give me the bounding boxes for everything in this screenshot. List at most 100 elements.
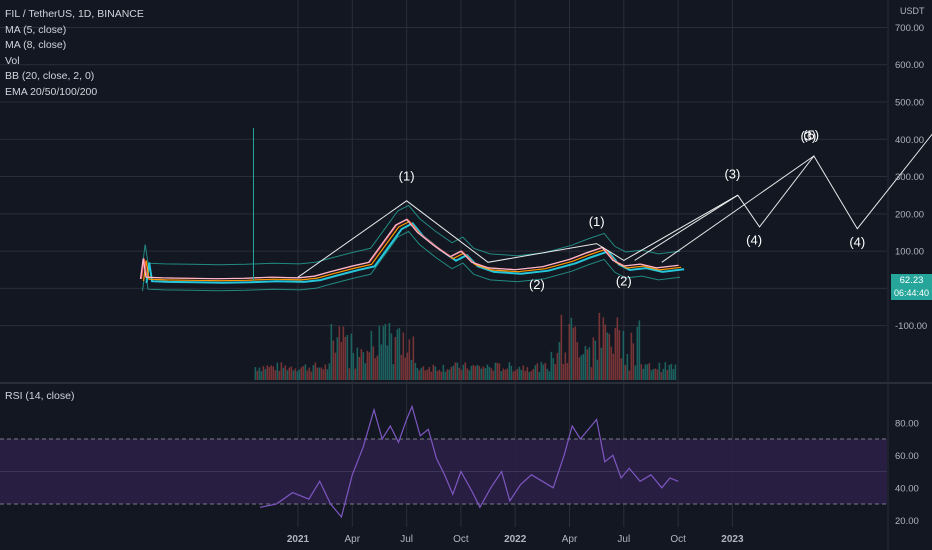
volume-bar xyxy=(416,368,419,380)
volume-bar xyxy=(348,368,351,380)
volume-bar xyxy=(320,367,323,380)
volume-bar xyxy=(492,370,495,380)
volume-bar xyxy=(372,346,375,380)
volume-bar xyxy=(510,365,513,380)
volume-bar xyxy=(322,369,325,380)
volume-bar xyxy=(546,368,549,380)
volume-bar xyxy=(290,366,293,380)
volume-bar xyxy=(268,367,271,380)
volume-bar xyxy=(604,324,607,380)
volume-bar xyxy=(272,366,275,380)
volume-bar xyxy=(296,371,299,380)
volume-bar xyxy=(360,349,363,380)
volume-bar xyxy=(276,362,279,380)
volume-bar xyxy=(646,364,649,380)
volume-bar xyxy=(644,364,647,380)
volume-bar xyxy=(628,370,631,380)
last-price-tag: 62.23 06:44:40 xyxy=(891,274,932,300)
volume-bar xyxy=(262,366,265,380)
volume-bar xyxy=(282,367,285,380)
volume-bar xyxy=(642,368,645,380)
volume-bar xyxy=(440,371,443,380)
volume-bar xyxy=(564,352,567,380)
volume-bar xyxy=(428,366,431,380)
volume-bar xyxy=(258,367,261,380)
price-tick-label: 200.00 xyxy=(895,209,924,220)
volume-bar xyxy=(600,347,603,380)
volume-bar xyxy=(366,350,369,380)
volume-bar xyxy=(530,371,533,380)
volume-bar xyxy=(338,326,341,380)
volume-bar xyxy=(520,369,523,380)
wave-label: (1) xyxy=(589,214,605,229)
volume-bar xyxy=(422,366,425,380)
volume-bar xyxy=(312,365,315,380)
volume-bar xyxy=(580,355,583,380)
volume-bar xyxy=(358,357,361,380)
rsi-line xyxy=(259,404,679,519)
wave-label: (2) xyxy=(616,273,632,288)
volume-bar xyxy=(660,371,663,380)
volume-bar xyxy=(494,362,497,380)
symbol-title[interactable]: FIL / TetherUS, 1D, BINANCE xyxy=(5,8,144,20)
rsi-title[interactable]: RSI (14, close) xyxy=(5,390,75,402)
x-tick-label: Apr xyxy=(562,534,578,545)
volume-bar xyxy=(618,329,621,380)
indicator-ma5[interactable]: MA (5, close) xyxy=(5,23,67,36)
indicator-bb[interactable]: BB (20, close, 2, 0) xyxy=(5,70,95,82)
volume-bar xyxy=(354,368,357,380)
volume-bar xyxy=(634,365,637,380)
volume-bar xyxy=(524,371,527,380)
wave-path-1 xyxy=(297,133,932,278)
price-tick-label: 400.00 xyxy=(895,135,924,146)
volume-bar xyxy=(452,365,455,380)
volume-bar xyxy=(476,364,479,380)
volume-bar xyxy=(398,327,401,380)
elliott-wave-labels: (1)(2)(1)(2)(3)(4)(3)(5)(4)(5) xyxy=(399,127,866,292)
volume-bar xyxy=(438,369,441,380)
volume-bar xyxy=(648,363,651,380)
volume-bar xyxy=(462,364,465,380)
rsi-path xyxy=(259,404,679,519)
elliott-wave-lines xyxy=(297,133,932,278)
volume-bar xyxy=(288,367,291,380)
volume-bar xyxy=(400,354,403,380)
indicator-ma8[interactable]: MA (8, close) xyxy=(5,39,67,51)
volume-bar xyxy=(636,326,639,380)
volume-bar xyxy=(536,363,539,380)
volume-bar xyxy=(622,330,625,380)
indicator-vol[interactable]: Vol xyxy=(5,54,20,67)
volume-bar xyxy=(484,368,487,380)
price-tick-label: 600.00 xyxy=(895,60,924,71)
volume-bar xyxy=(344,336,347,380)
volume-bar xyxy=(502,368,505,380)
volume-bar xyxy=(466,368,469,380)
volume-bar xyxy=(412,336,415,380)
volume-bar xyxy=(592,337,595,380)
volume-bar xyxy=(456,362,459,380)
volume-bar xyxy=(552,358,555,380)
volume-bar xyxy=(606,332,609,380)
volume-bar xyxy=(300,367,303,380)
volume-bar xyxy=(404,357,407,380)
indicator-ema[interactable]: EMA 20/50/100/200 xyxy=(5,85,98,98)
volume-bar xyxy=(414,362,417,380)
volume-bar xyxy=(598,312,601,380)
volume-bar xyxy=(590,367,593,380)
price-unit: USDT xyxy=(900,6,925,16)
volume-bar xyxy=(576,342,579,380)
volume-bar xyxy=(482,366,485,380)
volume-bar xyxy=(406,352,409,380)
volume-bar xyxy=(632,343,635,380)
price-tick-label: 700.00 xyxy=(895,23,924,34)
wave-label: (4) xyxy=(746,232,762,247)
wave-label: (1) xyxy=(399,168,415,183)
volume-bar xyxy=(270,365,273,380)
rsi-tick-label: 60.00 xyxy=(895,451,919,462)
volume-bar xyxy=(560,314,563,380)
ema-line xyxy=(145,222,685,284)
volume-bar xyxy=(392,364,395,380)
volume-bar xyxy=(376,355,379,380)
